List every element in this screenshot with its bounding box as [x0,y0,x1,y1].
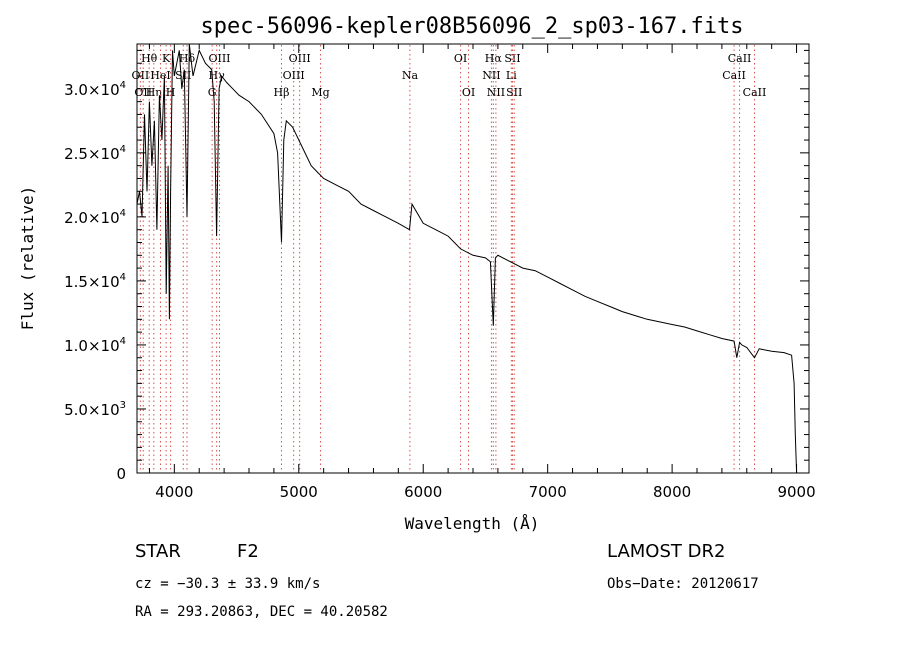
y-tick-label: 1.5×104 [64,272,126,291]
spectral-line-label: Hθ [141,52,158,65]
y-tick-exponent: 4 [120,208,126,219]
spectral-line-label: HeI [150,69,170,82]
redshift-text: cz = −30.3 ± 33.9 km/s [135,576,321,592]
y-tick-label: 5.0×103 [64,400,126,419]
y-tick-label: 0 [116,465,126,483]
y-tick-label: 2.5×104 [64,144,126,163]
y-tick-mantissa: 3.0×10 [64,81,120,99]
chart-title: spec-56096-kepler08B56096_2_sp03-167.fit… [200,14,743,39]
y-axis-label: Flux (relative) [18,186,37,331]
y-axis-ticks: 05.0×1031.0×1041.5×1042.0×1042.5×1043.0×… [64,49,809,483]
y-tick-mantissa: 5.0×10 [64,401,120,419]
spectral-line-label: K [162,52,171,65]
flux-series-line [136,43,798,474]
spectral-line-label: Hγ [209,69,226,82]
spectral-line-label: NII [482,69,500,82]
spectral-line-label: SII [504,52,520,65]
coordinates-text: RA = 293.20863, DEC = 40.20582 [135,604,388,620]
x-tick-label: 7000 [529,483,567,501]
y-tick-mantissa: 2.0×10 [64,209,120,227]
y-tick-exponent: 4 [120,144,126,155]
spectral-line-label: SII [506,86,522,99]
x-tick-label: 8000 [653,483,691,501]
spectral-line-label: Hη [146,86,162,99]
y-tick-mantissa: 1.5×10 [64,273,120,291]
spectral-line-label: OII [132,69,150,82]
y-tick-mantissa: 1.0×10 [64,337,120,355]
y-tick-mantissa: 2.5×10 [64,145,120,163]
spectral-line-label: Mg [311,86,329,99]
x-axis-ticks: 4000 5000 6000 7000 8000 9000 [148,44,816,501]
subclass-label: F2 [237,541,259,562]
y-tick-exponent: 4 [120,272,126,283]
obs-date-text: Obs−Date: 20120617 [607,576,759,592]
x-tick-label: 5000 [280,483,318,501]
spectral-line-label: H [166,86,176,99]
spectral-line-label: Hδ [179,52,196,65]
survey-label: LAMOST DR2 [607,541,726,562]
x-axis-label: Wavelength (Å) [405,514,540,533]
spectral-line-label: Hβ [274,86,290,99]
spectral-line-label: NII [487,86,505,99]
spectral-line-label: OIII [289,52,311,65]
y-tick-label: 2.0×104 [64,208,126,227]
spectral-line-label: OI [454,52,467,65]
x-tick-label: 9000 [777,483,815,501]
y-tick-label: 3.0×104 [64,80,126,99]
y-tick-exponent: 4 [120,336,126,347]
class-label: STAR [135,541,181,562]
spectral-line-label: Li [506,69,517,82]
spectral-line-label: OIII [208,52,230,65]
spectral-line-label: CaII [722,69,746,82]
spectral-line-label: CaII [728,52,752,65]
spectral-line-label: Na [402,69,419,82]
x-tick-label: 4000 [155,483,193,501]
y-tick-exponent: 3 [120,400,126,411]
y-tick-label: 1.0×104 [64,336,126,355]
spectral-line-label: CaII [743,86,767,99]
spectral-line-label: Hα [485,52,503,65]
y-tick-exponent: 4 [120,80,126,91]
spectral-line-label: OIII [283,69,305,82]
y-tick-mantissa: 0 [116,465,126,483]
plot-frame [136,43,810,474]
spectral-line-label: G [208,86,217,99]
spectral-line-label: OI [462,86,475,99]
spectral-line-markers: OIIOIIHθHηHeIKHSIIHδGHγOIIIHβOIIIOIIIMgN… [132,45,767,473]
x-tick-label: 6000 [404,483,442,501]
